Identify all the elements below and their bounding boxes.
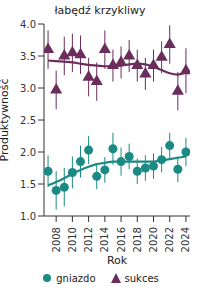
svg-text:Rok: Rok [107,254,128,267]
svg-text:2024: 2024 [180,227,191,252]
svg-text:1.5: 1.5 [20,179,36,190]
svg-text:4.0: 4.0 [20,20,36,30]
html-text:gniazdo: gniazdo [56,272,96,284]
svg-text:2010: 2010 [67,227,78,252]
svg-text:2022: 2022 [164,227,175,252]
svg-text:2020: 2020 [148,227,159,252]
svg-text:3.5: 3.5 [20,51,36,62]
svg-text:1.0: 1.0 [20,211,36,222]
svg-text:Produktywność: Produktywność [8,78,11,161]
svg-text:2.0: 2.0 [20,147,36,158]
html-text:sukces: sukces [124,272,159,284]
svg-text:2016: 2016 [116,227,127,252]
svg-text:2012: 2012 [83,227,94,252]
svg-text:3.0: 3.0 [20,83,36,94]
svg-text:2018: 2018 [132,227,143,252]
svg-text:2.5: 2.5 [20,115,36,126]
svg-text:2014: 2014 [99,227,110,252]
svg-text:2008: 2008 [51,227,62,252]
html-text:łabędź krzykliwy: łabędź krzykliwy [54,4,146,17]
